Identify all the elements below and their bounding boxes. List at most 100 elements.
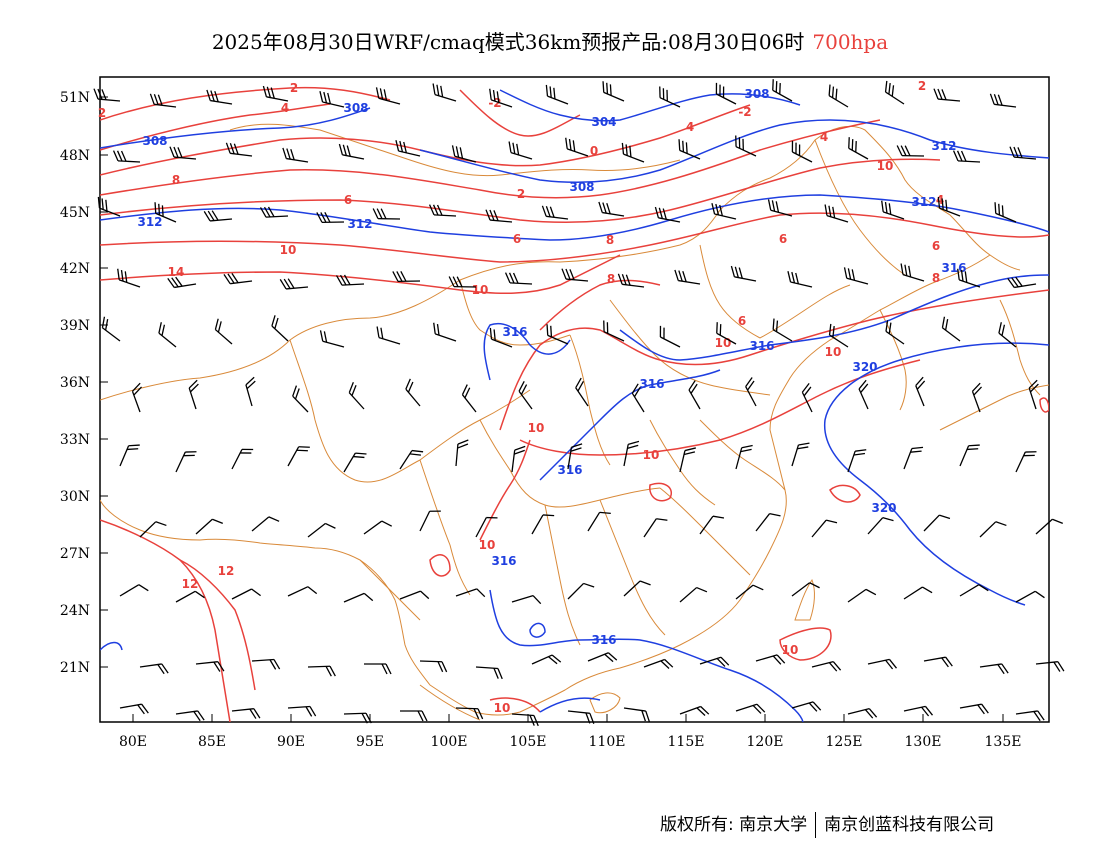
wind-barb [455,588,486,598]
province-line [419,459,471,596]
russia-line [814,139,906,276]
wind-barb [292,385,309,413]
height-contour [100,107,371,149]
wind-barb [428,204,457,217]
wind-barb [941,316,961,342]
wind-barb [455,439,469,467]
wind-barb [598,201,625,217]
wind-barb [735,584,764,600]
wind-barb [225,142,253,157]
temperature-contour-label: 4 [936,193,944,207]
temperature-contour-label: 0 [590,144,598,158]
wind-barb [399,590,430,600]
temperature-contour-label: 2 [98,106,106,120]
wind-barb [679,447,696,473]
wind-barb [867,658,897,670]
wind-barb [745,377,757,407]
height-contour-label: 320 [871,501,896,515]
wind-barb [461,384,477,413]
wind-barb [884,80,905,105]
lon-tick-label: 135E [985,734,1022,750]
footer-separator [815,812,817,838]
height-contour [499,89,801,122]
temp-contour [100,119,881,199]
wind-barb [392,271,421,283]
wind-barb [195,661,225,672]
height-contour [100,641,123,651]
wind-barb [1015,710,1045,722]
wind-barb [131,382,143,413]
province-line [544,504,581,646]
height-contour-label: 308 [142,134,167,148]
wind-barb [561,268,589,282]
wind-barb [175,590,205,603]
wind-barb [957,268,981,288]
province-line [609,299,771,396]
wind-barb [167,276,197,289]
wind-barb [188,379,199,410]
temperature-contour-label: 6 [344,193,352,207]
wind-barb [363,520,393,535]
wind-barb [971,382,983,413]
wind-barb [602,81,625,102]
wind-barb [1015,590,1045,603]
lon-tick-label: 85E [198,734,226,750]
wind-barb [979,521,1007,538]
temp-contour [1039,397,1049,413]
province-line [359,559,421,621]
wind-barb [1028,379,1039,410]
wind-barb [699,515,725,535]
footer-left: 版权所有: 南京大学 [660,815,808,835]
wind-barb [688,380,701,410]
map-title: 2025年08月30日WRF/cmaq模式36km预报产品:08月30日06时 7… [0,26,1100,55]
temp-contour [479,439,531,541]
temp-contour [100,254,621,294]
temperature-contour-label: 10 [472,283,489,297]
wind-barb [791,140,813,163]
wind-barb [903,586,933,600]
temperature-contour-label: 10 [825,345,842,359]
wind-barb [432,83,457,102]
wind-barb [169,146,197,160]
province-line [659,487,751,576]
temp-contour [489,697,541,713]
wind-barb [565,137,589,157]
wind-barb [112,150,141,163]
wind-barb [139,663,169,675]
wind-barb [399,449,424,470]
wind-barb [149,93,177,108]
lon-tick-label: 115E [668,734,705,750]
wind-barb [1035,518,1063,535]
wind-barb [623,440,640,467]
wind-barb [364,663,392,675]
wind-barb [511,713,539,727]
wind-barb [623,707,650,722]
wind-barb [959,703,989,715]
wind-barb [319,91,345,108]
wind-barb [933,88,961,102]
lat-tick-label: 45N [60,205,90,221]
wind-barb [828,323,849,348]
wind-barbs [93,79,1065,727]
wind-barb [998,322,1017,348]
wind-barb [307,665,336,677]
height-contour [529,622,546,638]
wind-barb [282,147,309,163]
wind-barb [158,322,177,348]
wind-barb [117,268,141,288]
wind-barb [335,274,365,286]
wind-barb [787,271,813,288]
wind-barb [195,518,223,535]
temp-contour [179,559,256,691]
lat-tick-label: 36N [60,375,90,391]
japan-coast [939,384,1049,431]
wind-barb [231,448,254,470]
wind-barb [93,88,121,102]
wind-barb [735,703,766,714]
temperature-contour-label: 10 [715,336,732,350]
wind-barb [654,206,681,223]
temp-contour [100,158,941,224]
lat-tick-label: 48N [60,148,90,164]
wind-barb [400,710,428,722]
wind-barb [885,320,905,345]
